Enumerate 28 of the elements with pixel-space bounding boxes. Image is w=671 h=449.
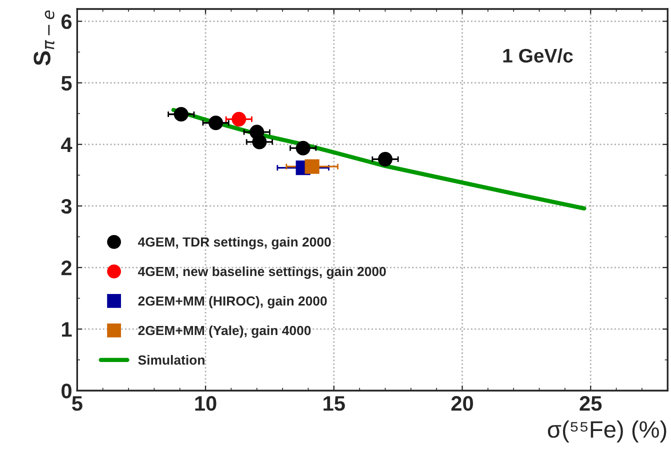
legend-label: 2GEM+MM (HIROC), gain 2000 (138, 296, 327, 308)
point (208, 116, 224, 130)
point (296, 140, 310, 156)
y-tick-label: 3 (61, 198, 72, 214)
point (174, 106, 188, 122)
x-tick-label: 5 (72, 396, 82, 411)
y-tick-label: 5 (61, 76, 72, 91)
annotation: 1 GeV/c (503, 48, 573, 63)
point (378, 152, 393, 166)
legend-label: 4GEM, TDR settings, gain 2000 (138, 236, 331, 250)
legend-label: 2GEM+MM (Yale), gain 4000 (138, 325, 311, 338)
x-tick-label: 25 (580, 396, 602, 411)
y-tick-label: 2 (61, 260, 72, 276)
y-tick-label: 1 (62, 322, 72, 337)
x-tick-label: 15 (324, 396, 345, 411)
y-tick-label: 0 (62, 384, 72, 398)
legend-label: Simulation (138, 355, 204, 365)
y-tick-label: 6 (61, 14, 72, 30)
y-tick-label: 4 (61, 138, 72, 152)
x-tick-label: 10 (195, 396, 216, 411)
legend-label: 4GEM, new baseline settings, gain 2000 (138, 266, 386, 279)
x-tick-label: 20 (451, 396, 473, 411)
point (232, 112, 246, 126)
x-axis-title: σ(⁵⁵Fe) (%) (548, 420, 666, 442)
point (304, 159, 320, 174)
y-axis-title: S$_{π−e}$ (34, 10, 54, 66)
point (252, 134, 267, 150)
line-series (171, 108, 586, 211)
